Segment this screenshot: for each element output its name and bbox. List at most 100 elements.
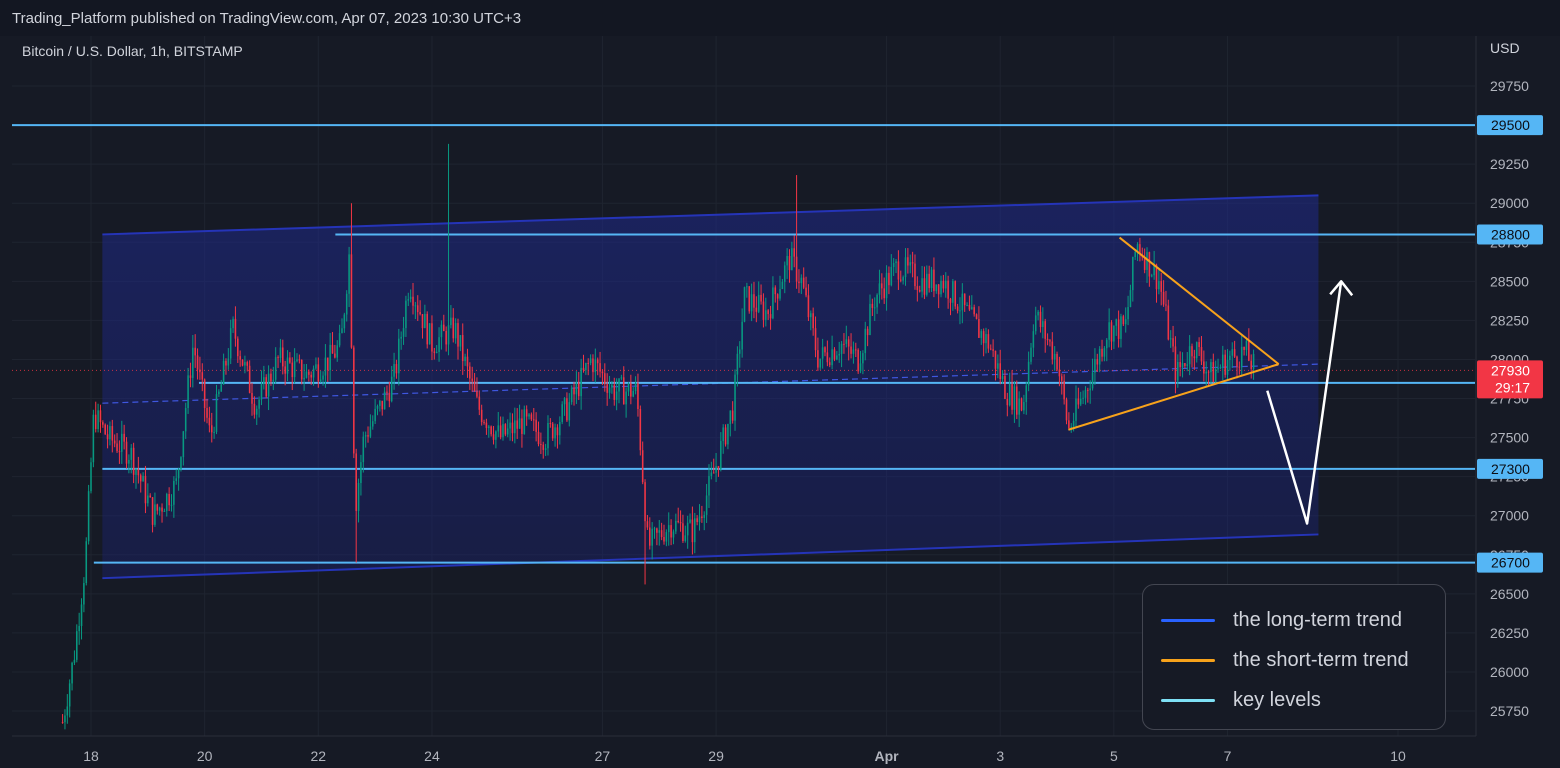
candle-body xyxy=(705,495,708,515)
candle-body xyxy=(265,377,267,397)
legend-label-key-levels: key levels xyxy=(1233,688,1321,711)
candle-body xyxy=(1240,346,1243,368)
candle-body xyxy=(693,518,696,543)
candle-body xyxy=(1042,321,1044,327)
candle-body xyxy=(92,414,95,463)
candle-body xyxy=(862,353,864,364)
candle-body xyxy=(551,423,554,439)
legend-item-short-term: the short-term trend xyxy=(1161,648,1409,672)
candle-body xyxy=(540,444,542,446)
candle-body xyxy=(173,480,175,505)
candle-body xyxy=(199,369,201,373)
candle-body xyxy=(997,363,999,369)
candle-body xyxy=(786,256,788,266)
candle-body xyxy=(544,448,547,450)
candle-body xyxy=(1250,360,1252,369)
candle-body xyxy=(142,475,144,482)
candle-body xyxy=(1108,322,1110,340)
candle-body xyxy=(663,536,665,542)
price-chart[interactable]: Bitcoin / U.S. Dollar, 1h, BITSTAMP USD 25… xyxy=(12,36,1548,768)
candle-body xyxy=(935,284,938,292)
candle-body xyxy=(720,441,722,469)
candle-body xyxy=(277,357,279,359)
candle-body xyxy=(1177,362,1179,381)
candle-body xyxy=(1089,388,1091,391)
candle-body xyxy=(776,294,779,299)
candle-body xyxy=(454,323,457,339)
candle-body xyxy=(1200,347,1203,362)
candle-body xyxy=(850,346,852,354)
candle-body xyxy=(364,435,367,437)
candle-body xyxy=(78,625,80,632)
candle-body xyxy=(433,351,436,353)
candle-body xyxy=(738,349,741,354)
candle-body xyxy=(885,272,888,299)
key-level-tag-label: 28800 xyxy=(1491,226,1530,242)
candle-body xyxy=(615,391,618,400)
candle-body xyxy=(589,358,592,364)
candle-body xyxy=(947,280,949,299)
candle-body xyxy=(729,410,732,424)
candle-body xyxy=(1084,389,1087,398)
candle-body xyxy=(949,298,952,303)
candle-body xyxy=(1016,386,1018,415)
candle-body xyxy=(975,314,978,320)
candle-body xyxy=(828,362,831,366)
candle-body xyxy=(317,364,320,382)
legend-item-long-term: the long-term trend xyxy=(1161,608,1402,632)
candle-body xyxy=(660,530,663,537)
candle-body xyxy=(270,373,272,382)
key-level-tag-label: 27300 xyxy=(1491,461,1530,477)
candle-body xyxy=(554,427,556,439)
candle-body xyxy=(649,527,651,546)
candle-body xyxy=(326,357,329,371)
candle-body xyxy=(516,420,518,429)
candle-body xyxy=(989,348,992,350)
candle-body xyxy=(1027,361,1030,386)
candle-body xyxy=(61,721,64,723)
countdown-label: 29:17 xyxy=(1495,379,1530,395)
candle-body xyxy=(1082,397,1084,399)
candle-body xyxy=(341,328,343,334)
candle-body xyxy=(1233,349,1236,357)
candle-body xyxy=(248,365,251,393)
candle-body xyxy=(907,257,909,266)
candle-body xyxy=(843,343,845,345)
y-tick-label: 29750 xyxy=(1490,78,1529,94)
candle-body xyxy=(1006,398,1009,406)
candle-body xyxy=(731,410,734,421)
candle-body xyxy=(926,273,928,295)
candle-body xyxy=(1252,353,1255,369)
candle-body xyxy=(495,431,497,440)
candle-body xyxy=(518,418,521,429)
candle-body xyxy=(791,248,793,271)
triangle-upper-line xyxy=(1118,236,1280,365)
candle-body xyxy=(869,303,871,336)
candle-body xyxy=(594,359,597,373)
candle-body xyxy=(691,519,694,543)
candle-body xyxy=(1020,398,1023,411)
candle-body xyxy=(971,307,973,310)
candle-body xyxy=(1060,376,1063,381)
candle-body xyxy=(452,317,455,339)
candle-body xyxy=(1184,363,1186,366)
candle-body xyxy=(793,248,796,257)
candle-body xyxy=(1030,347,1032,362)
candle-body xyxy=(227,358,230,366)
candle-body xyxy=(585,363,587,371)
candle-body xyxy=(1056,353,1058,370)
x-tick-label: 20 xyxy=(197,748,213,764)
chart-area[interactable]: Bitcoin / U.S. Dollar, 1h, BITSTAMP USD 25… xyxy=(12,36,1548,768)
candle-body xyxy=(220,384,223,392)
candle-body xyxy=(222,360,225,385)
candle-body xyxy=(147,495,149,504)
candle-body xyxy=(630,383,632,397)
legend-swatch-key-levels xyxy=(1161,698,1215,702)
candle-body xyxy=(1146,252,1148,270)
candle-body xyxy=(959,310,961,312)
candle-body xyxy=(821,347,824,359)
candle-body xyxy=(83,583,85,605)
candle-body xyxy=(819,358,822,368)
candle-body xyxy=(703,514,706,519)
candle-body xyxy=(734,374,736,421)
